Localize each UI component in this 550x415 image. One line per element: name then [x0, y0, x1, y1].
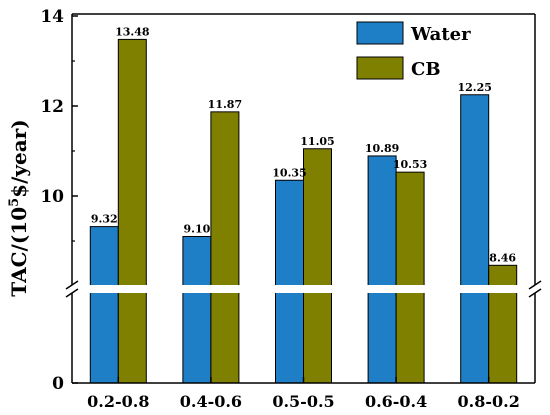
y-axis-label-rest: $/year)	[7, 119, 31, 198]
bar-water-0.8-0.2	[460, 94, 490, 384]
bar-water-0.4-0.6	[182, 236, 212, 384]
data-label-water-0.4-0.6: 9.10	[184, 223, 211, 236]
bar-cb-0.8-0.2	[488, 264, 518, 384]
data-label-cb-0.4-0.6: 11.87	[208, 98, 242, 111]
axis-break-mark	[528, 280, 542, 290]
y-axis-label-sup: 5	[7, 198, 22, 207]
bars	[89, 38, 518, 384]
data-label-water-0.6-0.4: 10.89	[365, 142, 399, 155]
data-label-cb-0.6-0.4: 10.53	[393, 158, 427, 171]
y-axis-label-main: TAC/(10	[7, 207, 31, 297]
bar-cb-0.5-0.5	[303, 148, 332, 384]
x-tick-label: 0.8-0.2	[458, 392, 520, 411]
data-label-cb-0.8-0.2: 8.46	[489, 251, 516, 264]
y-axis-label: TAC/(105$/year)	[7, 119, 31, 296]
axis-break-mark	[65, 288, 79, 298]
bar-cb-0.4-0.6	[210, 111, 240, 384]
data-label-water-0.8-0.2: 12.25	[457, 81, 491, 94]
x-tick-label: 0.2-0.8	[87, 392, 149, 411]
data-label-cb-0.5-0.5: 11.05	[300, 135, 334, 148]
legend-swatch-water	[356, 21, 404, 45]
data-label-cb-0.2-0.8: 13.48	[115, 25, 150, 38]
axis-break-mark	[528, 288, 542, 298]
axis-break-band	[60, 285, 547, 293]
x-tick-label: 0.4-0.6	[180, 392, 242, 411]
y-tick-label: 0	[52, 374, 64, 394]
axis-break-mark	[65, 280, 79, 290]
legend-label-cb: CB	[411, 59, 441, 80]
x-tick-label: 0.6-0.4	[365, 392, 427, 411]
y-tick-label: 12	[40, 97, 64, 117]
bar-water-0.5-0.5	[275, 179, 304, 384]
legend-label-water: Water	[410, 24, 471, 45]
y-tick-label: 14	[40, 7, 64, 27]
x-tick-label: 0.5-0.5	[272, 392, 334, 411]
bar-cb-0.6-0.4	[395, 171, 425, 384]
bar-cb-0.2-0.8	[117, 38, 147, 384]
bar-water-0.6-0.4	[367, 155, 397, 384]
data-label-water-0.5-0.5: 10.35	[272, 166, 306, 179]
y-tick-label: 10	[40, 187, 64, 207]
legend-swatch-cb	[356, 56, 404, 80]
data-label-water-0.2-0.8: 9.32	[91, 213, 118, 226]
legend: Water CB	[356, 21, 471, 80]
data-labels: 9.32 13.48 9.10 11.87 10.35 11.05 10.89 10.53 12…	[91, 25, 517, 264]
bar-water-0.2-0.8	[89, 226, 119, 384]
axes: 0.2-0.8 0.4-0.6 0.5-0.5 0.6-0.4 0.8-0.2 0 10 12…	[40, 7, 547, 411]
